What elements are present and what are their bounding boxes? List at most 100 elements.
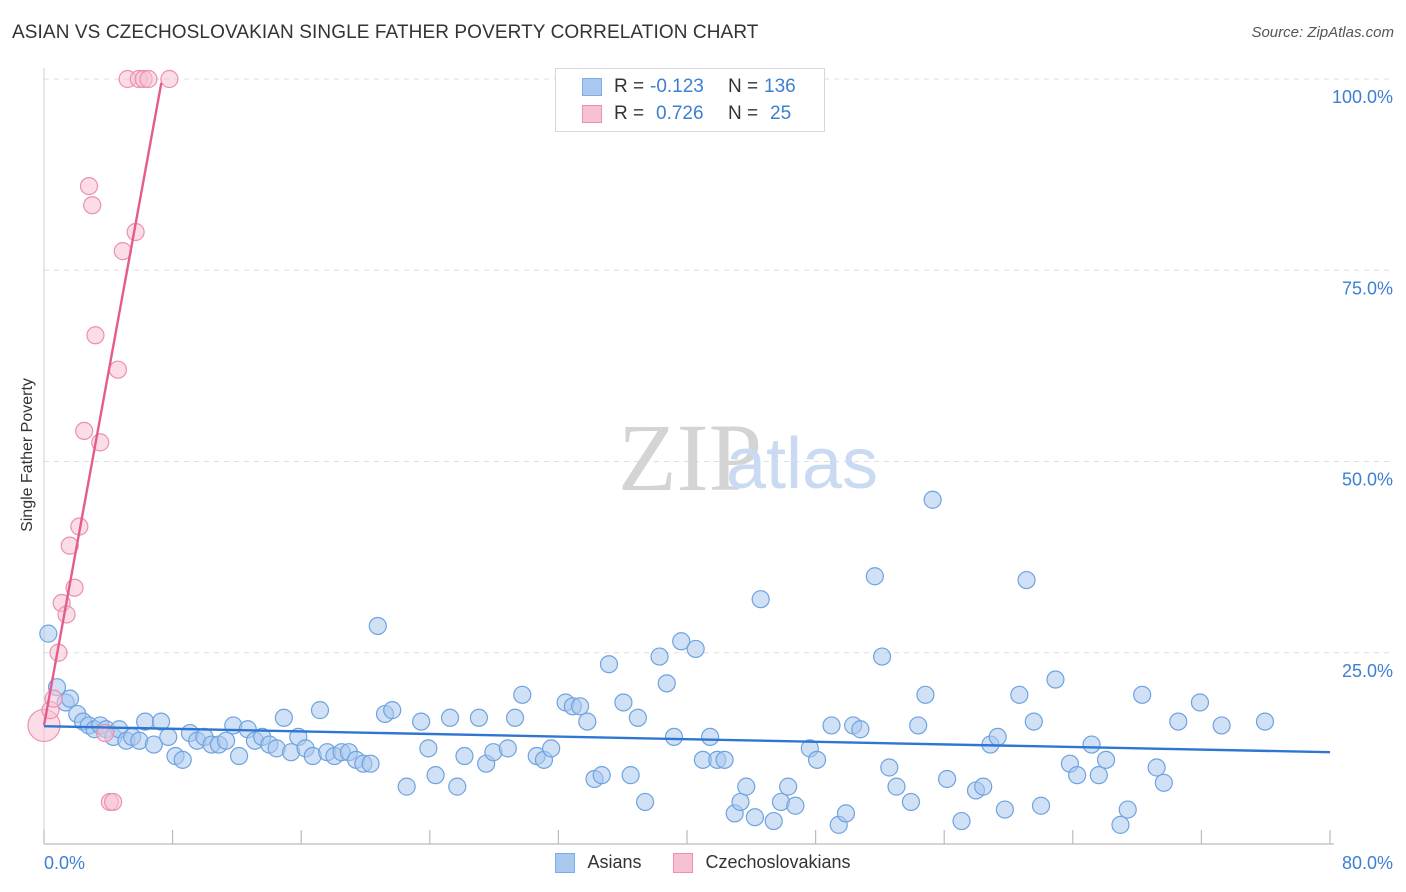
data-point-asian	[1082, 735, 1101, 754]
data-point-czechoslovakian	[79, 177, 99, 196]
x-tick-label: 0.0%	[44, 853, 85, 873]
legend-row-czechoslovakians: R = 0.726 N = 25	[582, 102, 804, 126]
data-point-asian	[542, 739, 561, 758]
data-point-asian	[144, 735, 163, 754]
watermark-zip: ZIP	[618, 404, 762, 511]
series-czechoslovakians	[27, 69, 179, 812]
tick-labels: 100.0% 75.0% 50.0% 25.0% 0.0% 80.0%	[44, 87, 1393, 873]
source-label: Source: ZipAtlas.com	[1251, 24, 1394, 41]
data-point-asian	[1133, 685, 1152, 704]
data-point-asian	[731, 792, 750, 812]
data-point-asian	[715, 750, 734, 769]
data-point-asian	[909, 716, 928, 735]
n-label: N =	[728, 103, 759, 124]
data-point-asian	[851, 720, 870, 739]
data-point-asian	[1010, 685, 1029, 704]
data-point-asian	[701, 727, 720, 747]
legend-item-czechoslovakians[interactable]: Czechoslovakians	[673, 852, 851, 873]
data-point-asian	[737, 777, 756, 796]
data-point-asian	[151, 712, 171, 731]
data-point-asian	[229, 746, 249, 766]
y-tick-label: 75.0%	[1342, 278, 1393, 298]
data-point-asian	[923, 490, 942, 509]
y-tick-label: 25.0%	[1342, 661, 1393, 681]
data-point-asian	[974, 777, 993, 796]
data-point-asian	[1046, 670, 1065, 689]
data-point-asian	[448, 777, 467, 796]
gridlines	[44, 78, 1392, 654]
data-point-asian	[599, 655, 619, 674]
r-value: -0.123	[650, 76, 704, 97]
data-point-asian	[361, 754, 380, 773]
data-point-asian	[764, 811, 783, 831]
asians-legend-swatch	[555, 852, 576, 873]
n-value: 25	[770, 103, 792, 124]
r-label: R =	[614, 76, 645, 97]
data-point-asian	[664, 727, 684, 747]
data-point-czechoslovakian	[86, 326, 105, 345]
data-point-asian	[1111, 815, 1130, 834]
data-point-asian	[1190, 693, 1210, 712]
data-point-asian	[614, 693, 633, 712]
data-point-asian	[657, 674, 676, 693]
data-point-asian	[745, 808, 765, 827]
n-value: 136	[764, 76, 796, 97]
legend-item-asians[interactable]: Asians	[555, 852, 641, 873]
data-point-asian	[60, 689, 80, 708]
data-point-asian	[578, 712, 597, 731]
data-point-asian	[872, 647, 892, 666]
data-point-czechoslovakian	[108, 360, 128, 379]
data-point-asian	[786, 796, 805, 815]
data-point-asian	[216, 731, 236, 750]
data-point-asian	[650, 647, 669, 666]
data-point-asian	[635, 792, 655, 812]
data-point-asian	[1017, 570, 1036, 590]
data-point-asian	[628, 708, 647, 727]
series-asians	[39, 490, 1275, 834]
data-point-czechoslovakian	[139, 69, 158, 89]
asians-swatch	[582, 78, 602, 96]
r-label: R =	[614, 103, 645, 124]
data-point-asian	[995, 800, 1014, 819]
data-point-asian	[513, 685, 532, 704]
data-point-czechoslovakian	[83, 196, 102, 215]
data-point-asian	[751, 590, 770, 609]
data-point-asian	[865, 567, 884, 586]
legend-label-czechoslovakians: Czechoslovakians	[705, 852, 851, 872]
data-point-asian	[779, 777, 798, 796]
data-point-asian	[1068, 766, 1087, 785]
data-point-czechoslovakian	[60, 536, 79, 555]
data-point-asian	[836, 804, 856, 823]
data-point-asian	[383, 701, 402, 720]
data-point-asian	[1024, 712, 1043, 731]
data-point-asian	[822, 716, 841, 735]
legend-row-asians: R = -0.123 N = 136	[582, 75, 804, 99]
data-point-asian	[952, 811, 971, 831]
data-point-asian	[419, 739, 438, 758]
r-value: 0.726	[656, 103, 704, 124]
data-point-asian	[1089, 766, 1108, 785]
trend-line-asians	[43, 724, 1331, 754]
data-point-czechoslovakian	[104, 792, 123, 812]
data-point-asian	[1118, 800, 1137, 819]
data-point-asian	[1212, 716, 1231, 735]
y-tick-label: 50.0%	[1342, 470, 1393, 490]
data-point-asian	[887, 777, 906, 796]
data-point-asian	[1031, 796, 1051, 815]
data-point-asian	[274, 708, 293, 727]
correlation-legend: R = -0.123 N = 136 R = 0.726 N = 25	[555, 68, 825, 132]
chart-title: ASIAN VS CZECHOSLOVAKIAN SINGLE FATHER P…	[12, 22, 759, 43]
data-point-asian	[1255, 712, 1275, 731]
czech-legend-swatch	[673, 852, 694, 873]
data-point-asian	[916, 685, 935, 704]
legend-label-asians: Asians	[587, 852, 642, 872]
x-tick-label: 80.0%	[1342, 853, 1393, 873]
data-point-asian	[672, 632, 691, 651]
series-legend: Asians Czechoslovakians	[0, 852, 1406, 873]
data-point-asian	[469, 708, 489, 727]
data-point-asian	[173, 750, 192, 769]
data-point-asian	[159, 727, 178, 747]
data-point-czechoslovakian	[75, 421, 94, 440]
watermark-atlas: atlas	[726, 424, 878, 504]
